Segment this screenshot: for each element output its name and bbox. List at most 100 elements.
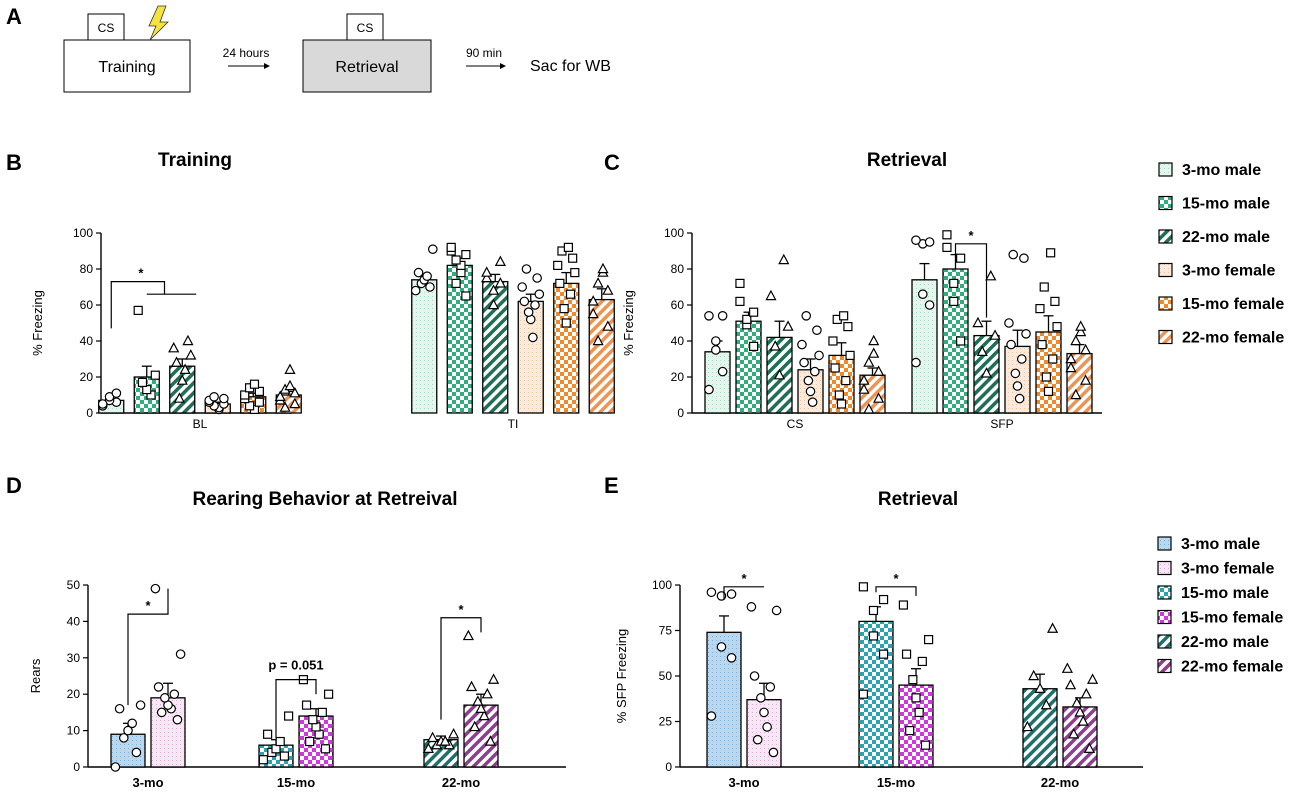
data-point <box>1061 662 1074 673</box>
data-point <box>150 583 161 594</box>
data-point <box>749 341 759 351</box>
bar <box>553 282 580 414</box>
panel-letter-e: E <box>604 473 619 498</box>
end-label: Sac for WB <box>530 58 611 75</box>
y-tick-label: 60 <box>80 298 94 312</box>
data-point <box>263 729 273 739</box>
y-tick-label: 40 <box>671 334 685 348</box>
retrieval-label: Retrieval <box>335 59 398 76</box>
data-point <box>1028 669 1040 681</box>
data-point <box>274 390 286 401</box>
data-point <box>481 266 493 277</box>
legend-label: 3-mo male <box>1182 162 1261 179</box>
legend-bottom: 3-mo male 3-mo female 15-mo male 15-mo fema… <box>1157 536 1283 676</box>
data-point <box>289 386 301 398</box>
data-point <box>1004 318 1014 328</box>
data-point <box>914 707 924 718</box>
significance-bracket <box>723 586 764 600</box>
data-point <box>534 289 545 299</box>
data-point <box>956 336 966 346</box>
data-point <box>717 310 728 321</box>
arrow-24h-head <box>264 63 270 69</box>
data-point <box>756 693 766 703</box>
data-point <box>587 295 599 306</box>
bar <box>704 351 731 414</box>
delay-label-90min: 90 min <box>466 46 502 60</box>
chart-title: Rearing Behavior at Retreival <box>192 489 457 510</box>
data-point <box>254 397 264 407</box>
legend-swatch <box>1157 536 1172 551</box>
data-point <box>553 260 563 270</box>
data-point <box>726 589 737 599</box>
data-point <box>920 740 931 750</box>
data-point <box>317 707 327 718</box>
data-point <box>836 399 847 409</box>
data-point <box>461 291 471 301</box>
x-group-label: SFP <box>990 417 1013 431</box>
x-group-label: TI <box>508 417 519 431</box>
data-point <box>127 718 137 729</box>
x-group-label: CS <box>787 417 804 431</box>
data-point <box>805 386 816 397</box>
data-point <box>799 357 809 368</box>
data-point <box>901 649 912 659</box>
data-point <box>472 695 484 706</box>
chart-title: Retrieval <box>867 150 947 171</box>
data-point <box>985 269 997 281</box>
legend-label: 15-mo male <box>1181 585 1269 602</box>
data-point <box>749 671 760 681</box>
panel-a-schedule: A CS Training 24 hours CS Retrieval 90 m… <box>6 4 611 93</box>
x-category-label: 15-mo <box>277 775 315 790</box>
data-point <box>1050 296 1060 306</box>
data-point <box>942 242 952 252</box>
data-point <box>873 392 885 403</box>
data-point <box>305 736 315 747</box>
data-point <box>422 271 432 281</box>
data-point <box>182 334 194 346</box>
data-point <box>487 673 500 684</box>
data-point <box>868 631 879 641</box>
y-axis-title: Rears <box>28 658 43 693</box>
legend-swatch <box>1157 634 1172 649</box>
data-point <box>119 733 129 743</box>
panel-letter-c: C <box>604 150 620 175</box>
bar <box>1004 345 1031 414</box>
bar <box>482 280 509 414</box>
delay-label-24h: 24 hours <box>223 46 270 60</box>
legend-swatch <box>1158 296 1173 311</box>
data-point <box>1080 374 1092 385</box>
data-point <box>1037 340 1047 350</box>
data-point <box>911 357 921 368</box>
legend-label: 22-mo female <box>1181 659 1283 676</box>
legend-swatch <box>1158 229 1173 244</box>
data-point <box>602 284 614 295</box>
data-point <box>279 751 289 761</box>
data-point <box>597 262 609 274</box>
data-point <box>1010 368 1021 379</box>
data-point <box>153 682 164 692</box>
x-category-label: 3-mo <box>132 775 163 790</box>
data-point <box>523 307 534 317</box>
data-point <box>425 282 435 292</box>
data-point <box>858 689 869 699</box>
bar <box>1062 706 1098 768</box>
data-point <box>1064 678 1077 690</box>
data-point <box>1065 361 1077 373</box>
data-point <box>1021 720 1034 732</box>
data-point <box>1074 706 1086 717</box>
data-point <box>768 747 779 758</box>
data-point <box>863 356 875 367</box>
data-point <box>771 605 782 616</box>
significance-bracket <box>110 281 197 329</box>
data-point <box>219 393 229 404</box>
data-point <box>873 365 885 376</box>
data-point <box>475 702 487 713</box>
data-point <box>769 340 781 351</box>
data-point <box>989 329 1001 340</box>
legend-label: 15-mo male <box>1182 196 1270 213</box>
x-category-label: 15-mo <box>877 775 915 790</box>
y-tick-label: 100 <box>652 578 672 592</box>
data-point <box>244 401 255 411</box>
data-point <box>830 363 840 373</box>
legend-swatch <box>1158 195 1173 211</box>
